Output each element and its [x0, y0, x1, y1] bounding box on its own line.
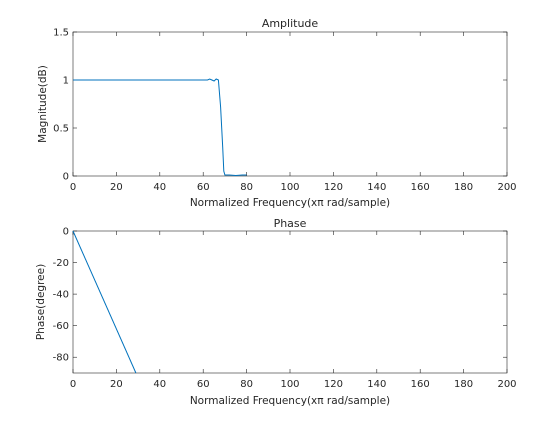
phase-ticks: 0 20 40 60 80 100 120 140 160 180 200 -80 -60 -40 -20 0: [53, 227, 517, 391]
phase-xtick-label: 100: [280, 379, 299, 390]
amplitude-title: Amplitude: [262, 17, 319, 30]
amplitude-xtick-label: 60: [197, 182, 210, 193]
amplitude-ytick-label: 1.5: [53, 28, 69, 39]
amplitude-subplot: 0 20 40 60 80 100 120 140 160 180 200 0 0.5 1 1.5 Ampl…: [37, 17, 517, 209]
amplitude-xtick-label: 100: [280, 182, 299, 193]
phase-xtick-label: 120: [324, 379, 343, 390]
amplitude-ylabel: Magnitude(dB): [37, 65, 49, 143]
phase-xtick-label: 140: [367, 379, 386, 390]
phase-ytick-label: 0: [63, 227, 69, 238]
amplitude-ticks: 0 20 40 60 80 100 120 140 160 180 200 0 0.5 1 1.5: [53, 28, 516, 194]
phase-ytick-label: -80: [53, 353, 69, 364]
phase-ytick-label: -20: [53, 258, 69, 269]
phase-xtick-label: 0: [70, 379, 76, 390]
phase-series-line: [72, 230, 137, 374]
amplitude-xlabel: Normalized Frequency(xπ rad/sample): [190, 197, 390, 209]
phase-xtick-label: 180: [454, 379, 473, 390]
amplitude-series-line: [73, 78, 247, 177]
phase-xtick-label: 160: [411, 379, 430, 390]
amplitude-ytick-label: 0: [63, 172, 69, 183]
phase-axes-frame: [72, 230, 508, 374]
amplitude-xtick-label: 180: [454, 182, 473, 193]
phase-xtick-label: 200: [497, 379, 516, 390]
phase-xtick-label: 20: [110, 379, 123, 390]
amplitude-xtick-label: 80: [240, 182, 253, 193]
amplitude-xtick-label: 40: [153, 182, 166, 193]
phase-title: Phase: [274, 217, 307, 230]
amplitude-ytick-label: 0.5: [53, 124, 69, 135]
phase-ytick-label: -60: [53, 321, 69, 332]
phase-subplot: 0 20 40 60 80 100 120 140 160 180 200-80-60-40-200…: [35, 217, 517, 407]
amplitude-axes-frame: [72, 31, 508, 177]
phase-ylabel: Phase(degree): [35, 264, 47, 340]
phase-xtick-label: 40: [153, 379, 166, 390]
phase-xtick-label: 80: [240, 379, 253, 390]
amplitude-xtick-label: 160: [411, 182, 430, 193]
amplitude-xtick-label: 140: [367, 182, 386, 193]
phase-ytick-label: -40: [53, 290, 69, 301]
phase-xlabel: Normalized Frequency(xπ rad/sample): [190, 395, 390, 407]
amplitude-xtick-label: 0: [70, 182, 76, 193]
amplitude-xtick-label: 200: [497, 182, 516, 193]
amplitude-xtick-label: 120: [324, 182, 343, 193]
amplitude-ytick-label: 1: [63, 76, 69, 87]
amplitude-xtick-label: 20: [110, 182, 123, 193]
phase-xtick-label: 60: [197, 379, 210, 390]
